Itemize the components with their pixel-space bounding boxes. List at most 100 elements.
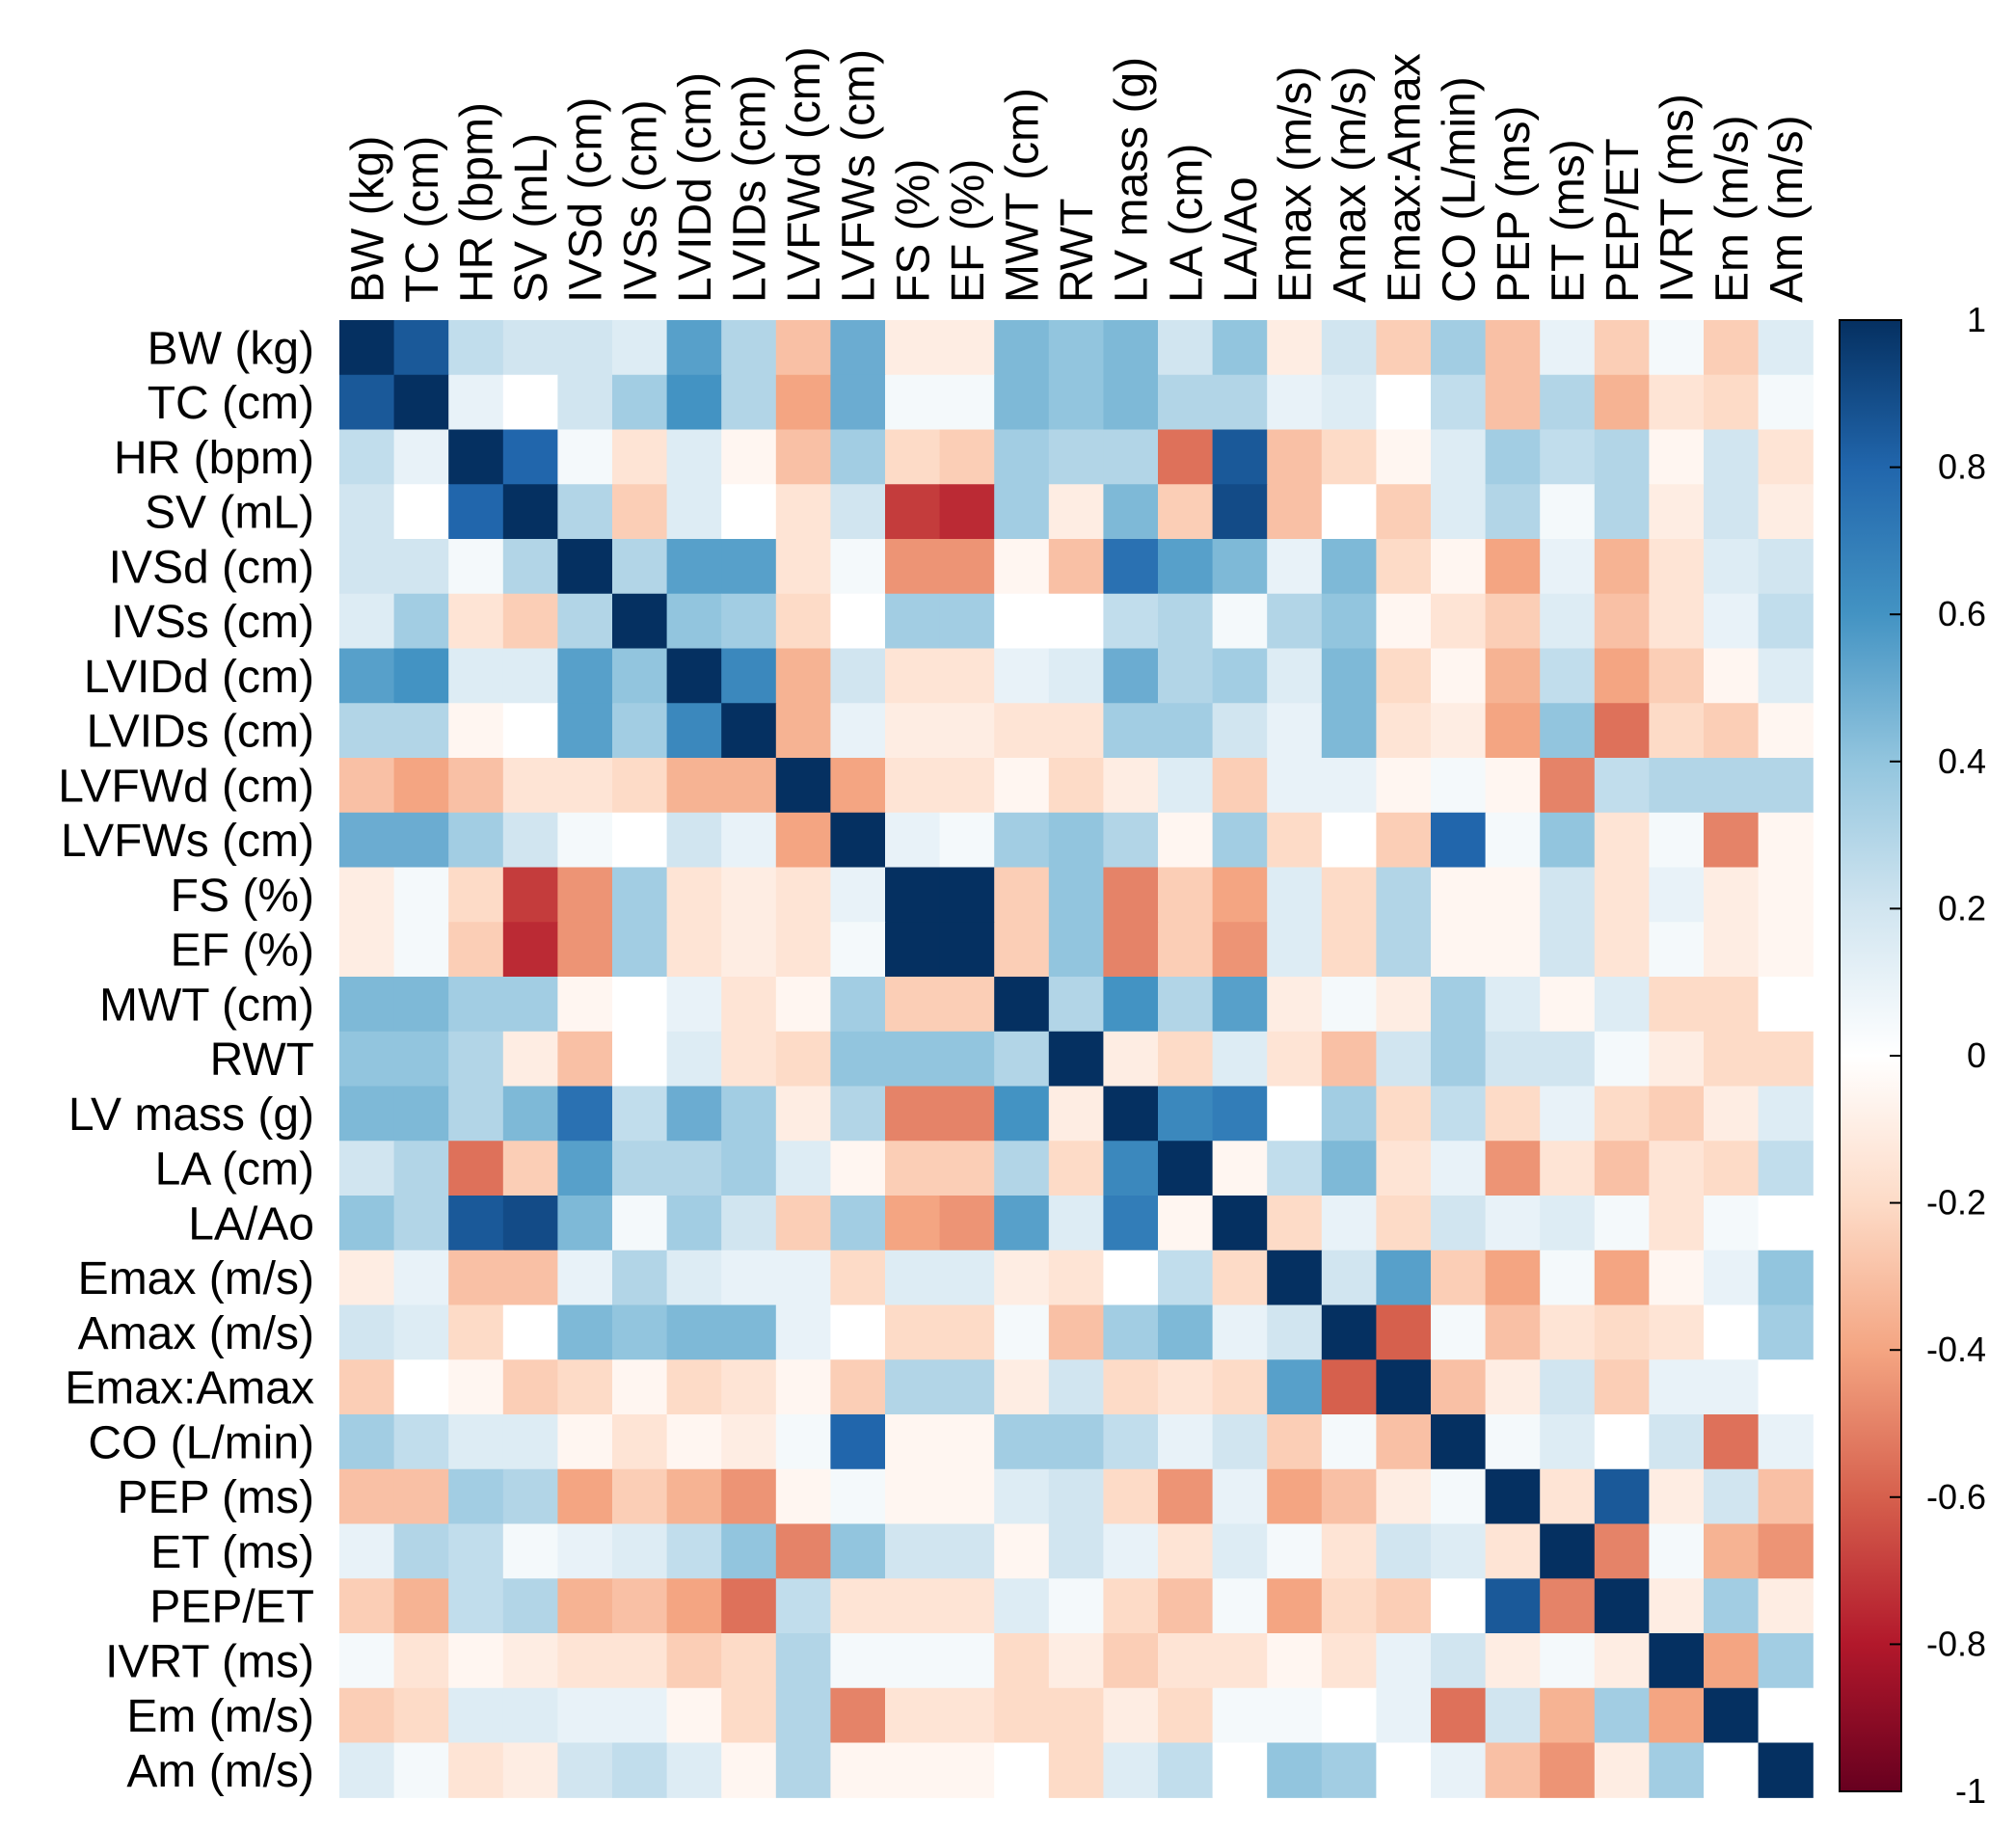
cell-ivrt-ms-x-lvidd-cm — [666, 1633, 722, 1689]
cell-emax-amax-x-ef — [939, 1359, 995, 1415]
cell-ivsd-cm-x-rwt — [1048, 539, 1104, 595]
cell-lvfws-cm-x-hr-bpm — [448, 812, 504, 869]
cell-am-m-s-x-amax-m-s — [1321, 1742, 1377, 1798]
row-label-sv-ml: SV (mL) — [145, 488, 314, 539]
column-label-mwt-cm: MWT (cm) — [998, 88, 1049, 303]
cell-amax-m-s-x-emax-amax — [1376, 1304, 1432, 1360]
cell-co-l-min-x-lvidd-cm — [666, 1414, 722, 1470]
cell-et-ms-x-pep-et — [1594, 1523, 1650, 1579]
cell-em-m-s-x-co-l-min — [1431, 1687, 1487, 1744]
cell-pep-ms-x-ivrt-ms — [1649, 1468, 1705, 1525]
cell-emax-amax-x-bw-kg — [339, 1359, 395, 1415]
cell-lvfwd-cm-x-lv-mass-g — [1103, 758, 1159, 814]
cell-lvidd-cm-x-rwt — [1048, 648, 1104, 704]
row-label-ef: EF (%) — [171, 926, 314, 977]
cell-ef-x-emax-amax — [1376, 922, 1432, 978]
column-label-ivsd-cm: IVSd (cm) — [561, 97, 612, 303]
cell-ivrt-ms-x-mwt-cm — [994, 1633, 1050, 1689]
cell-lvids-cm-x-ef — [939, 703, 995, 759]
cell-em-m-s-x-pep-ms — [1485, 1687, 1541, 1744]
cell-lvids-cm-x-ivsd-cm — [557, 703, 613, 759]
cell-amax-m-s-x-lvfwd-cm — [775, 1304, 831, 1360]
cell-lv-mass-g-x-mwt-cm — [994, 1086, 1050, 1142]
cell-tc-cm-x-hr-bpm — [448, 374, 504, 431]
cell-mwt-cm-x-ivsd-cm — [557, 977, 613, 1033]
row-label-rwt: RWT — [210, 1035, 314, 1086]
cell-bw-kg-x-lvids-cm — [721, 320, 777, 376]
cell-bw-kg-x-lvfws-cm — [830, 320, 886, 376]
cell-la-cm-x-bw-kg — [339, 1141, 395, 1196]
cell-la-cm-x-ivrt-ms — [1649, 1141, 1705, 1196]
cell-ef-x-la-cm — [1158, 922, 1214, 978]
cell-lvidd-cm-x-mwt-cm — [994, 648, 1050, 704]
cell-ef-x-lvfws-cm — [830, 922, 886, 978]
cell-ef-x-lvids-cm — [721, 922, 777, 978]
cell-ivrt-ms-x-bw-kg — [339, 1633, 395, 1689]
cell-et-ms-x-pep-ms — [1485, 1523, 1541, 1579]
cell-fs-x-lvfws-cm — [830, 867, 886, 923]
cell-ivss-cm-x-ivrt-ms — [1649, 593, 1705, 650]
cell-tc-cm-x-amax-m-s — [1321, 374, 1377, 431]
cell-ef-x-co-l-min — [1431, 922, 1487, 978]
cell-pep-et-x-pep-et — [1594, 1578, 1650, 1634]
cell-lvfwd-cm-x-am-m-s — [1758, 758, 1814, 814]
cell-am-m-s-x-la-ao — [1212, 1742, 1268, 1798]
cell-lvfwd-cm-x-la-cm — [1158, 758, 1214, 814]
cell-ivss-cm-x-lvidd-cm — [666, 593, 722, 650]
cell-co-l-min-x-pep-et — [1594, 1414, 1650, 1470]
cell-mwt-cm-x-et-ms — [1540, 977, 1596, 1033]
cell-et-ms-x-sv-ml — [502, 1523, 558, 1579]
cell-lv-mass-g-x-lvids-cm — [721, 1086, 777, 1142]
cell-lvfws-cm-x-pep-et — [1594, 812, 1650, 869]
cell-et-ms-x-la-cm — [1158, 1523, 1214, 1579]
cell-la-cm-x-ivsd-cm — [557, 1141, 613, 1196]
cell-lv-mass-g-x-ivsd-cm — [557, 1086, 613, 1142]
cell-em-m-s-x-la-ao — [1212, 1687, 1268, 1744]
cell-mwt-cm-x-lvids-cm — [721, 977, 777, 1033]
cell-rwt-x-ivss-cm — [612, 1031, 668, 1088]
cell-fs-x-hr-bpm — [448, 867, 504, 923]
cell-am-m-s-x-la-cm — [1158, 1742, 1214, 1798]
cell-la-ao-x-pep-et — [1594, 1196, 1650, 1251]
colorbar-tick-label: 0.2 — [1938, 888, 1986, 927]
column-label-lv-mass-g: LV mass (g) — [1107, 57, 1158, 303]
cell-emax-m-s-x-la-ao — [1212, 1250, 1268, 1306]
cell-lv-mass-g-x-emax-amax — [1376, 1086, 1432, 1142]
cell-emax-amax-x-la-ao — [1212, 1359, 1268, 1415]
cell-lv-mass-g-x-pep-et — [1594, 1086, 1650, 1142]
cell-lvids-cm-x-lv-mass-g — [1103, 703, 1159, 759]
cell-ef-x-fs — [885, 922, 941, 978]
cell-lvfwd-cm-x-amax-m-s — [1321, 758, 1377, 814]
cell-fs-x-la-ao — [1212, 867, 1268, 923]
cell-bw-kg-x-lvidd-cm — [666, 320, 722, 376]
cell-lvidd-cm-x-amax-m-s — [1321, 648, 1377, 704]
cell-pep-ms-x-et-ms — [1540, 1468, 1596, 1525]
cell-pep-et-x-bw-kg — [339, 1578, 395, 1634]
cell-bw-kg-x-am-m-s — [1758, 320, 1814, 376]
cell-emax-m-s-x-em-m-s — [1704, 1250, 1760, 1306]
cell-pep-et-x-co-l-min — [1431, 1578, 1487, 1634]
cell-ivss-cm-x-emax-m-s — [1267, 593, 1323, 650]
cell-sv-ml-x-pep-ms — [1485, 484, 1541, 540]
cell-ivsd-cm-x-lvfws-cm — [830, 539, 886, 595]
cell-emax-m-s-x-pep-ms — [1485, 1250, 1541, 1306]
cell-sv-ml-x-emax-m-s — [1267, 484, 1323, 540]
cell-amax-m-s-x-mwt-cm — [994, 1304, 1050, 1360]
cell-pep-ms-x-bw-kg — [339, 1468, 395, 1525]
cell-tc-cm-x-lv-mass-g — [1103, 374, 1159, 431]
cell-emax-amax-x-lvids-cm — [721, 1359, 777, 1415]
cell-lvids-cm-x-et-ms — [1540, 703, 1596, 759]
cell-la-ao-x-mwt-cm — [994, 1196, 1050, 1251]
cell-lvfws-cm-x-lvidd-cm — [666, 812, 722, 869]
cell-am-m-s-x-lv-mass-g — [1103, 1742, 1159, 1798]
cell-lv-mass-g-x-am-m-s — [1758, 1086, 1814, 1142]
cell-rwt-x-lvfws-cm — [830, 1031, 886, 1088]
cell-la-cm-x-la-cm — [1158, 1141, 1214, 1196]
cell-ef-x-ivsd-cm — [557, 922, 613, 978]
cell-co-l-min-x-lvfwd-cm — [775, 1414, 831, 1470]
cell-ivrt-ms-x-lvfwd-cm — [775, 1633, 831, 1689]
cell-lvfws-cm-x-ivss-cm — [612, 812, 668, 869]
cell-mwt-cm-x-ivrt-ms — [1649, 977, 1705, 1033]
row-label-tc-cm: TC (cm) — [148, 378, 314, 429]
